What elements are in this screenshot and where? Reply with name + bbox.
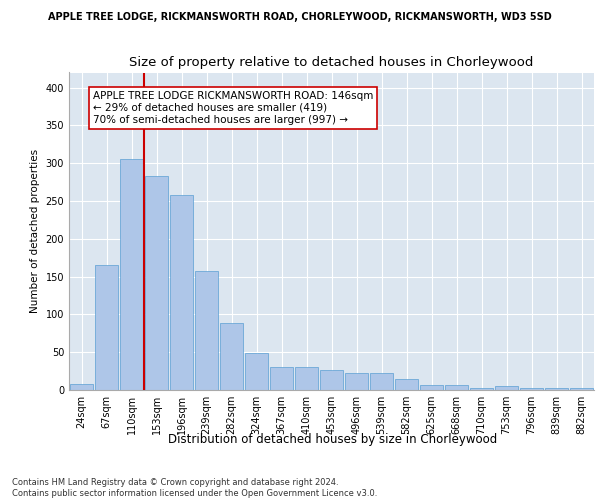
Bar (70, 384, 94, 390)
Bar (520, 388, 544, 390)
Text: Contains HM Land Registry data © Crown copyright and database right 2024.
Contai: Contains HM Land Registry data © Crown c… (12, 478, 377, 498)
Bar (245, 353, 268, 390)
Bar (470, 388, 493, 390)
Bar (145, 176, 169, 390)
Bar (395, 380, 418, 390)
Text: Distribution of detached houses by size in Chorleywood: Distribution of detached houses by size … (169, 432, 497, 446)
Text: APPLE TREE LODGE RICKMANSWORTH ROAD: 146sqm
← 29% of detached houses are smaller: APPLE TREE LODGE RICKMANSWORTH ROAD: 146… (93, 92, 373, 124)
Bar (295, 368, 319, 390)
Bar (320, 370, 343, 390)
Bar (119, 160, 143, 390)
Bar (569, 388, 593, 390)
Bar (95, 266, 118, 390)
Bar (445, 386, 469, 390)
Bar (370, 374, 394, 390)
Bar (269, 368, 293, 390)
Bar (419, 384, 443, 390)
Bar (494, 386, 518, 390)
Bar (344, 374, 368, 390)
Bar (545, 388, 568, 390)
Text: APPLE TREE LODGE, RICKMANSWORTH ROAD, CHORLEYWOOD, RICKMANSWORTH, WD3 5SD: APPLE TREE LODGE, RICKMANSWORTH ROAD, CH… (48, 12, 552, 22)
Y-axis label: Number of detached properties: Number of detached properties (30, 149, 40, 314)
Bar (220, 324, 244, 390)
Bar (170, 195, 193, 390)
Title: Size of property relative to detached houses in Chorleywood: Size of property relative to detached ho… (130, 56, 533, 68)
Bar (194, 270, 218, 390)
